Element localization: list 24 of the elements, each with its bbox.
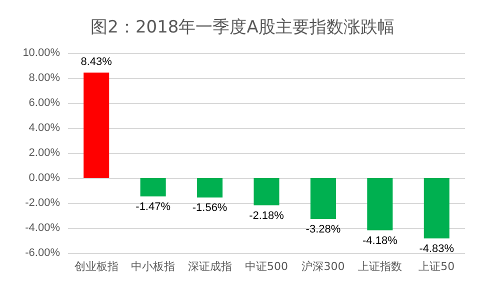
data-label: -1.47% [136,200,171,213]
chart-title: 图2：2018年一季度A股主要指数涨跌幅 [90,18,394,38]
data-label: -4.83% [419,242,454,255]
x-tick-label: 创业板指 [74,260,118,273]
data-label: -3.28% [306,224,341,236]
y-tick-label: 10.00% [22,47,60,59]
y-tick-label: 0.00% [28,172,60,184]
y-tick-label: -6.00% [25,247,60,259]
y-tick-label: 8.00% [28,72,60,84]
x-tick-label: 深证成指 [188,260,232,273]
x-tick-label: 中证500 [245,260,288,273]
y-tick-label: 2.00% [28,147,60,159]
data-label: -2.18% [249,210,284,222]
data-label: -4.18% [362,234,398,247]
y-tick-label: 6.00% [28,97,60,109]
x-tick-label: 上证指数 [358,260,402,273]
y-tick-label: -2.00% [25,197,60,209]
data-label: -1.56% [192,202,228,214]
x-tick-label: 沪深300 [302,260,345,273]
x-tick-label: 上证50 [418,260,455,273]
data-label: 8.43% [80,56,112,68]
y-tick-label: 4.00% [28,122,60,134]
y-tick-label: -4.00% [25,222,60,234]
x-tick-label: 中小板指 [131,260,176,273]
